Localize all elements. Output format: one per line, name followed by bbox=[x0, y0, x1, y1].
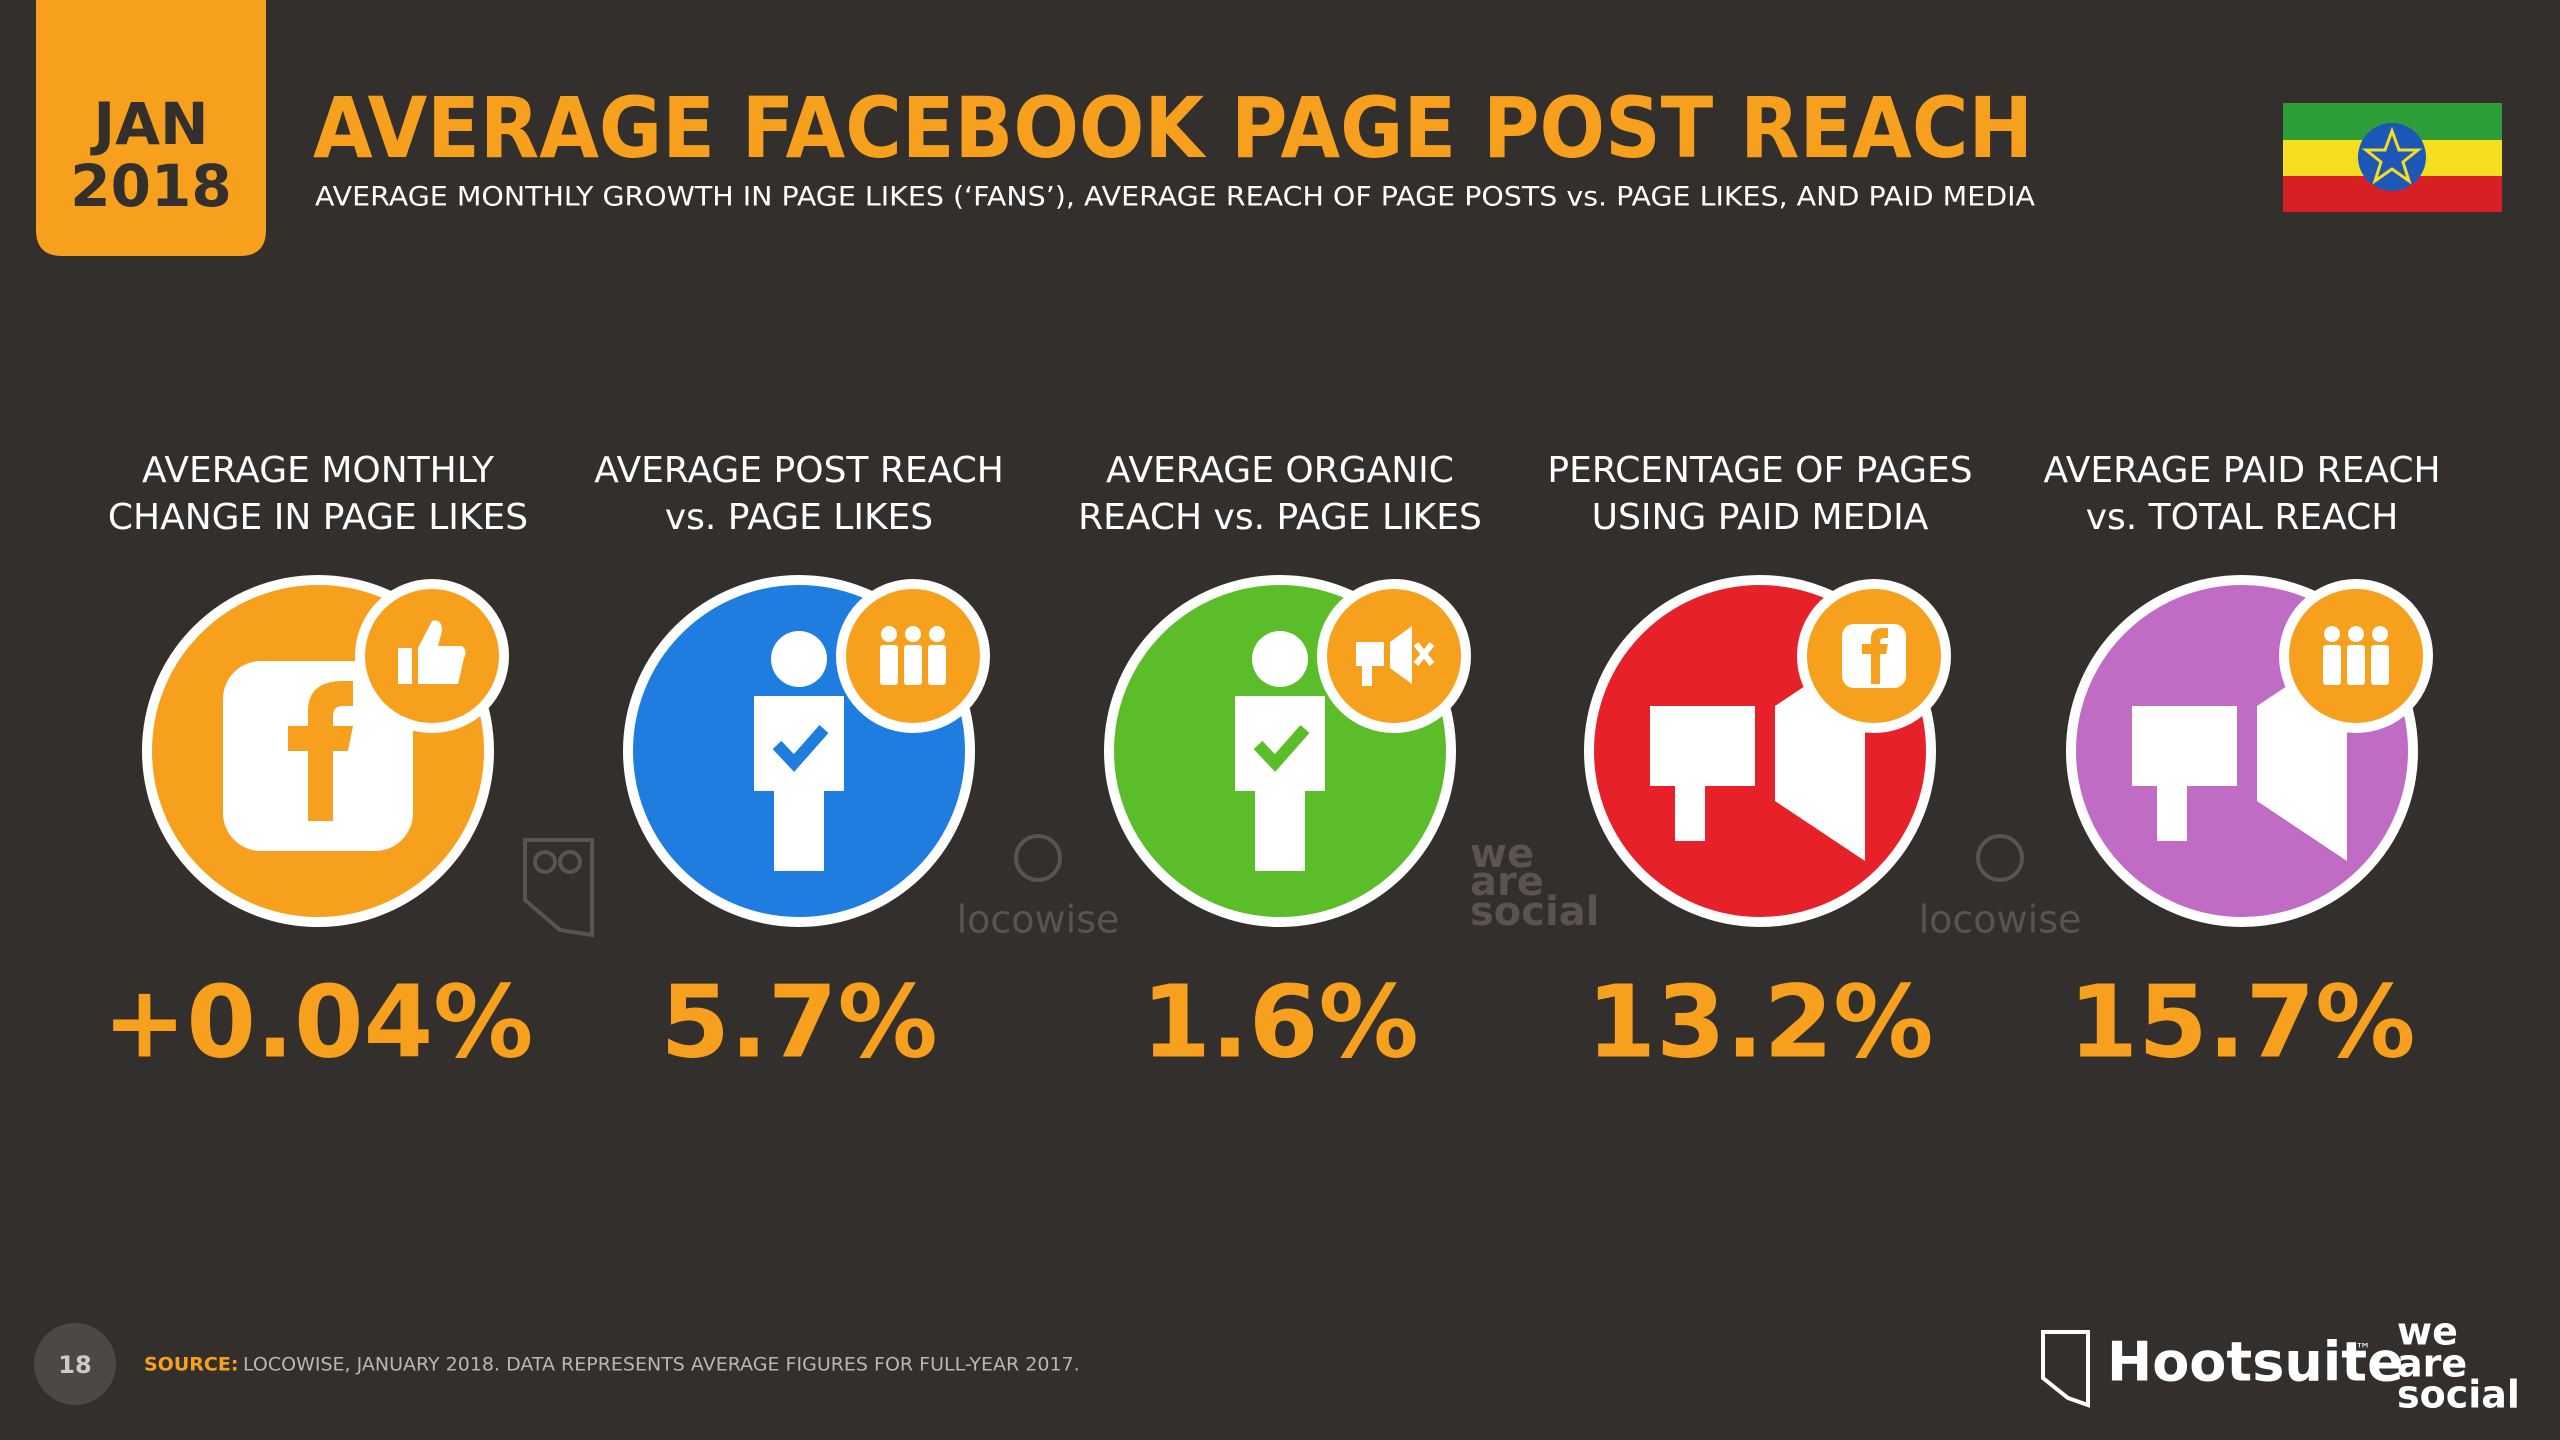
stat-icon bbox=[1235, 631, 1325, 871]
icon-shape bbox=[772, 725, 829, 772]
icon-shape bbox=[881, 626, 897, 642]
badge-icon bbox=[2323, 626, 2389, 685]
icon-shape bbox=[2324, 626, 2340, 642]
icon-shape bbox=[1356, 626, 1412, 686]
watermark: social bbox=[1470, 889, 1599, 935]
locowise-icon bbox=[1014, 834, 1062, 882]
watermark: we bbox=[1470, 831, 1534, 877]
hootsuite-owl bbox=[2041, 1330, 2090, 1408]
icon-shape bbox=[905, 626, 921, 642]
icon-shape bbox=[771, 631, 827, 687]
icon-shape bbox=[904, 645, 922, 685]
we-are-social: social bbox=[2397, 1373, 2520, 1417]
icon-shape bbox=[2347, 645, 2365, 685]
stat-value: +0.04% bbox=[103, 963, 534, 1080]
badge-icon bbox=[1842, 624, 1906, 688]
date-year: 2018 bbox=[70, 152, 231, 220]
badge-icon bbox=[398, 620, 466, 684]
icon-shape bbox=[1252, 631, 1308, 687]
icon-shape bbox=[928, 645, 946, 685]
locowise-icon bbox=[1976, 834, 2024, 882]
date-month: JAN bbox=[89, 90, 208, 158]
icon-shape bbox=[1253, 725, 1310, 772]
flag-emblem bbox=[2358, 123, 2426, 191]
icon-shape bbox=[880, 645, 898, 685]
stat-value: 5.7% bbox=[660, 963, 937, 1080]
stat-label: PERCENTAGE OF PAGES bbox=[1547, 450, 1972, 491]
stat-column: AVERAGE PAID REACH vs. TOTAL REACH 15.7% bbox=[2043, 450, 2440, 1080]
icon-shape bbox=[929, 626, 945, 642]
we-are-social: we bbox=[2397, 1310, 2458, 1354]
badge-icon bbox=[1356, 626, 1435, 686]
hootsuite-text: Hootsuite bbox=[2107, 1331, 2404, 1394]
source-text: LOCOWISE, JANUARY 2018. DATA REPRESENTS … bbox=[243, 1354, 1080, 1376]
icon-shape bbox=[1650, 706, 1755, 841]
stat-icon bbox=[223, 661, 413, 851]
hootsuite-logo: Hootsuite ™ bbox=[2041, 1330, 2404, 1408]
watermark: locowise bbox=[957, 898, 1120, 942]
icon-shape bbox=[2372, 626, 2388, 642]
date-box bbox=[36, 0, 266, 256]
stat-value: 13.2% bbox=[1587, 963, 1934, 1080]
watermark: locowise bbox=[1919, 898, 2082, 942]
title: AVERAGE FACEBOOK PAGE POST REACH bbox=[313, 79, 2033, 177]
we-are-social: are bbox=[2397, 1342, 2467, 1386]
stat-icon bbox=[754, 631, 844, 871]
icon-shape bbox=[2132, 706, 2237, 841]
icon-shape bbox=[288, 681, 353, 821]
source-label: SOURCE: bbox=[144, 1354, 238, 1376]
owl-watermark bbox=[523, 838, 594, 938]
icon-shape bbox=[418, 620, 466, 684]
stat-label: REACH vs. PAGE LIKES bbox=[1078, 497, 1482, 538]
stat-label: vs. PAGE LIKES bbox=[665, 497, 933, 538]
stat-label: AVERAGE PAID REACH bbox=[2043, 450, 2440, 491]
stat-label: AVERAGE ORGANIC bbox=[1106, 450, 1454, 491]
badge-icon bbox=[880, 626, 946, 685]
stat-column: AVERAGE POST REACH vs. PAGE LIKES 5.7% bbox=[594, 450, 1004, 1080]
stat-column: PERCENTAGE OF PAGES USING PAID MEDIA 13.2% bbox=[1547, 450, 1972, 1080]
stat-value: 15.7% bbox=[2069, 963, 2416, 1080]
page-number-badge bbox=[34, 1323, 116, 1405]
icon-shape bbox=[2348, 626, 2364, 642]
stat-label: AVERAGE POST REACH bbox=[594, 450, 1004, 491]
stats: AVERAGE MONTHLY CHANGE IN PAGE LIKES +0.04… bbox=[103, 450, 2441, 1080]
flag-star bbox=[2361, 126, 2423, 185]
icon-shape bbox=[2371, 645, 2389, 685]
stat-label: AVERAGE MONTHLY bbox=[142, 450, 495, 491]
subtitle: AVERAGE MONTHLY GROWTH IN PAGE LIKES (‘F… bbox=[315, 182, 2036, 213]
icon-shape bbox=[1413, 642, 1435, 666]
icon-shape bbox=[1862, 628, 1888, 684]
trademark: ™ bbox=[2355, 1340, 2371, 1359]
flag bbox=[2283, 103, 2502, 212]
icon-shape bbox=[2323, 645, 2341, 685]
page-number: 18 bbox=[58, 1351, 91, 1379]
stat-column: AVERAGE MONTHLY CHANGE IN PAGE LIKES +0.04… bbox=[103, 450, 534, 1080]
stat-value: 1.6% bbox=[1141, 963, 1418, 1080]
stat-label: CHANGE IN PAGE LIKES bbox=[108, 497, 528, 538]
watermark: are bbox=[1470, 859, 1544, 905]
icon-shape bbox=[398, 648, 412, 684]
stat-label: vs. TOTAL REACH bbox=[2086, 497, 2399, 538]
stat-label: USING PAID MEDIA bbox=[1592, 497, 1929, 538]
stat-column: AVERAGE ORGANIC REACH vs. PAGE LIKES 1.6% bbox=[1078, 450, 1482, 1080]
